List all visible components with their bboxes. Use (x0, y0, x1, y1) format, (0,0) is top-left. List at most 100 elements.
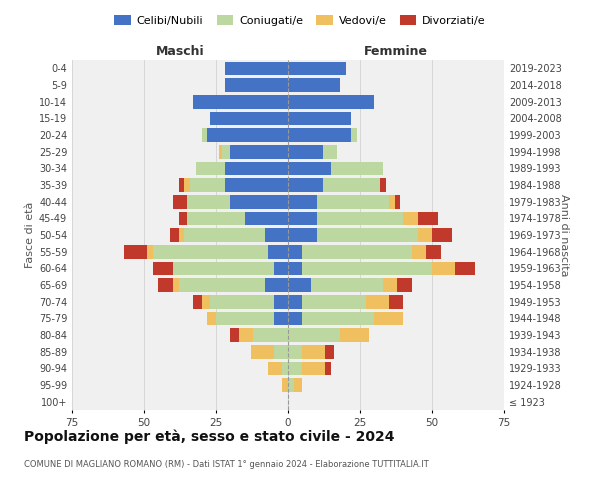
Bar (288, 362, 302, 375)
Bar (331, 162, 383, 175)
Bar (274, 345, 288, 358)
Bar (352, 128, 357, 142)
Bar (288, 228, 317, 242)
Bar (302, 262, 432, 275)
Bar (193, 95, 288, 108)
Bar (325, 362, 331, 375)
Bar (380, 178, 386, 192)
Bar (187, 212, 245, 225)
Bar (288, 195, 317, 208)
Bar (224, 62, 288, 75)
Bar (302, 312, 374, 325)
Text: Maschi: Maschi (155, 46, 205, 59)
Bar (210, 295, 274, 308)
Bar (288, 162, 331, 175)
Bar (265, 228, 288, 242)
Bar (395, 195, 400, 208)
Bar (202, 128, 208, 142)
Bar (274, 295, 288, 308)
Bar (317, 195, 389, 208)
Bar (179, 178, 184, 192)
Text: Popolazione per età, sesso e stato civile - 2024: Popolazione per età, sesso e stato civil… (24, 430, 395, 444)
Bar (455, 262, 475, 275)
Bar (302, 245, 412, 258)
Bar (282, 378, 288, 392)
Bar (124, 245, 147, 258)
Bar (340, 328, 368, 342)
Bar (245, 212, 288, 225)
Y-axis label: Anni di nascita: Anni di nascita (559, 194, 569, 276)
Bar (184, 228, 265, 242)
Bar (288, 278, 311, 292)
Bar (366, 295, 389, 308)
Bar (288, 378, 294, 392)
Bar (288, 295, 302, 308)
Bar (288, 245, 302, 258)
Bar (403, 212, 418, 225)
Bar (288, 145, 323, 158)
Bar (202, 295, 210, 308)
Bar (389, 195, 395, 208)
Bar (282, 362, 288, 375)
Bar (196, 162, 224, 175)
Bar (239, 328, 253, 342)
Bar (268, 362, 282, 375)
Bar (210, 112, 288, 125)
Bar (219, 145, 222, 158)
Bar (173, 262, 274, 275)
Bar (294, 378, 302, 392)
Bar (158, 278, 173, 292)
Bar (288, 128, 352, 142)
Bar (173, 195, 187, 208)
Bar (179, 228, 184, 242)
Bar (224, 178, 288, 192)
Bar (224, 162, 288, 175)
Bar (288, 328, 340, 342)
Bar (288, 212, 317, 225)
Bar (253, 328, 288, 342)
Bar (251, 345, 274, 358)
Bar (418, 212, 438, 225)
Bar (323, 178, 380, 192)
Bar (179, 212, 187, 225)
Bar (152, 262, 173, 275)
Bar (230, 328, 239, 342)
Bar (317, 228, 418, 242)
Bar (173, 278, 179, 292)
Bar (397, 278, 412, 292)
Bar (389, 295, 403, 308)
Bar (412, 245, 426, 258)
Bar (426, 245, 440, 258)
Bar (222, 145, 230, 158)
Bar (432, 228, 452, 242)
Bar (274, 312, 288, 325)
Bar (193, 295, 202, 308)
Bar (224, 78, 288, 92)
Bar (288, 262, 302, 275)
Bar (288, 62, 346, 75)
Text: COMUNE DI MAGLIANO ROMANO (RM) - Dati ISTAT 1° gennaio 2024 - Elaborazione TUTTI: COMUNE DI MAGLIANO ROMANO (RM) - Dati IS… (24, 460, 429, 469)
Bar (152, 245, 268, 258)
Bar (179, 278, 265, 292)
Bar (325, 345, 334, 358)
Y-axis label: Fasce di età: Fasce di età (25, 202, 35, 268)
Bar (374, 312, 403, 325)
Bar (230, 195, 288, 208)
Bar (187, 195, 230, 208)
Bar (302, 362, 325, 375)
Bar (288, 78, 340, 92)
Bar (288, 112, 352, 125)
Bar (208, 312, 216, 325)
Text: Femmine: Femmine (364, 46, 428, 59)
Bar (418, 228, 432, 242)
Bar (265, 278, 288, 292)
Bar (268, 245, 288, 258)
Bar (216, 312, 274, 325)
Bar (383, 278, 397, 292)
Bar (190, 178, 224, 192)
Bar (274, 262, 288, 275)
Bar (317, 212, 403, 225)
Bar (147, 245, 152, 258)
Bar (288, 95, 374, 108)
Bar (288, 345, 302, 358)
